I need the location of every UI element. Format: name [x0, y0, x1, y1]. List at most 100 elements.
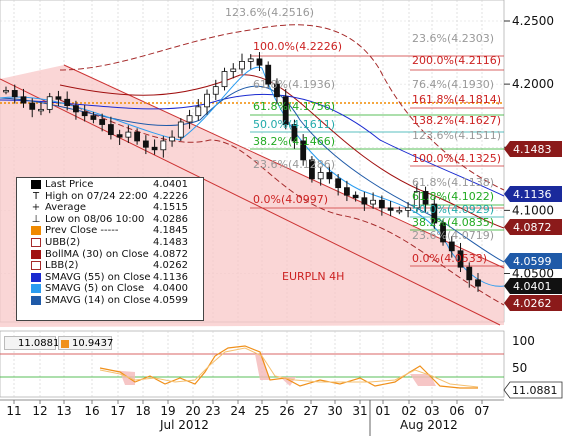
candle-body	[343, 187, 350, 196]
legend-label: Low on 08/06 10:00	[45, 213, 145, 225]
candle-body	[361, 197, 368, 205]
stoch-k-value: 11.0881	[18, 338, 60, 349]
symbol-label: EURPLN 4H	[282, 270, 344, 283]
legend-swatch	[31, 284, 41, 294]
indicator-tick-100: 100	[512, 334, 535, 348]
candle-body	[151, 146, 158, 151]
candle-body	[335, 178, 342, 189]
fib-label-10: 123.6%(4.1511)	[412, 129, 501, 142]
candle-body	[46, 96, 53, 110]
month-label-aug: Aug 2012	[400, 418, 458, 432]
legend-row: + Average 4.1515	[17, 202, 203, 214]
date-tick-25: 25	[254, 404, 269, 418]
fib-label-5: 61.8%(4.1936)	[253, 78, 335, 91]
candle-body	[20, 96, 27, 104]
date-tick-31: 31	[352, 404, 367, 418]
date-tick-30: 30	[327, 404, 342, 418]
date-axis: 11 12 13 16 17 18 19 20 23 24 25 26 27 30 31 01 02 03 06 07	[0, 399, 504, 418]
candle-body	[195, 106, 202, 117]
legend-row: Prev Close ----- 4.1845	[17, 225, 203, 237]
legend-swatch	[31, 261, 41, 271]
candle-body	[326, 172, 333, 180]
date-tick-02: 02	[401, 404, 416, 418]
price-tick-3: 4.1000	[512, 203, 554, 217]
indicator-value-tag-text: 11.0881	[512, 384, 558, 397]
candle-body	[81, 111, 88, 117]
candle-body	[73, 105, 79, 113]
legend-swatch	[31, 226, 41, 236]
legend-swatch	[31, 237, 41, 247]
price-tag-4	[504, 278, 562, 294]
candle-body	[265, 64, 272, 85]
candlesticks	[3, 52, 481, 292]
candle-body	[274, 83, 280, 98]
candle-body	[90, 115, 97, 120]
stochastic-k-line	[99, 345, 478, 389]
candle-body	[107, 124, 114, 136]
legend-label: LBB(2)	[45, 260, 79, 272]
upper-bollinger-band	[59, 24, 505, 191]
price-tag-5	[504, 295, 562, 311]
stoch-d-box: 10.9437	[58, 336, 113, 350]
candle-body	[204, 93, 210, 108]
candle-body	[440, 222, 446, 243]
candle-body	[317, 172, 324, 180]
candle-body	[186, 115, 193, 123]
legend-row: Last Price 4.0401	[17, 179, 203, 191]
fib-labels: 123.6%(4.2516) 100.0%(4.2226) 23.6%(4.2303…	[225, 6, 501, 265]
fib-label-2: 23.6%(4.2303)	[412, 32, 494, 45]
legend-value: 4.0262	[153, 260, 188, 272]
candle-body	[309, 159, 315, 180]
candle-body	[212, 86, 219, 95]
legend-label: UBB(2)	[45, 236, 81, 248]
legend-row: UBB(2) 4.1483	[17, 237, 203, 249]
legend-row: T High on 07/24 22:00 4.2226	[17, 191, 203, 203]
candle-body	[457, 250, 464, 268]
candle-body	[177, 121, 184, 138]
legend-label: Prev Close -----	[45, 225, 119, 237]
price-tag-text-1: 4.1136	[513, 188, 552, 201]
price-tag-1	[504, 186, 562, 202]
indicator-tick-50: 50	[512, 361, 527, 375]
candle-body	[169, 136, 175, 142]
candle-body	[413, 191, 420, 209]
candle-body	[466, 266, 473, 281]
price-tags: 4.1483 4.1136 4.0872 4.0599 4.0401 4.0262	[504, 141, 562, 311]
candle-body	[29, 102, 36, 110]
date-tick-01: 01	[375, 404, 390, 418]
price-tag-text-2: 4.0872	[513, 221, 552, 234]
stochastic-indicator: 100 50 11.0881	[0, 334, 563, 399]
legend-label: SMAVG (5) on Close	[45, 283, 145, 295]
chart-legend: Last Price 4.0401 T High on 07/24 22:00 4.22…	[16, 177, 204, 321]
channel-lower-line	[0, 78, 501, 326]
candle-body	[291, 124, 298, 142]
date-tick-06: 06	[449, 404, 464, 418]
candle-body	[370, 199, 377, 205]
candle-body	[160, 140, 167, 151]
stochastic-d-line	[99, 347, 479, 388]
legend-value: 4.2226	[153, 190, 188, 202]
date-tick-13: 13	[56, 404, 71, 418]
bollinger-ma	[59, 74, 505, 229]
candle-body	[247, 58, 254, 62]
fib-label-9: 50.0%(4.1611)	[253, 118, 335, 131]
candle-body	[38, 108, 44, 112]
date-tick-24: 24	[230, 404, 245, 418]
legend-swatch: ⊥	[31, 213, 41, 225]
fib-label-14: 61.8%(4.1138)	[412, 176, 494, 189]
smavg-55	[0, 93, 505, 197]
candle-body	[378, 199, 385, 209]
candle-body	[230, 68, 237, 72]
legend-swatch: T	[32, 190, 40, 202]
legend-value: 4.1136	[153, 271, 188, 283]
candle-body	[142, 140, 149, 148]
legend-value: 4.1483	[153, 236, 188, 248]
stoch-k-box: 11.0881	[4, 336, 60, 350]
date-tick-12: 12	[32, 404, 47, 418]
stoch-d-swatch	[61, 340, 69, 348]
legend-label: SMAVG (14) on Close	[45, 294, 151, 306]
date-tick-18: 18	[135, 404, 150, 418]
fib-label-8: 138.2%(4.1627)	[412, 114, 501, 127]
candle-body	[99, 119, 106, 125]
price-tag-text-0: 4.1483	[513, 143, 552, 156]
